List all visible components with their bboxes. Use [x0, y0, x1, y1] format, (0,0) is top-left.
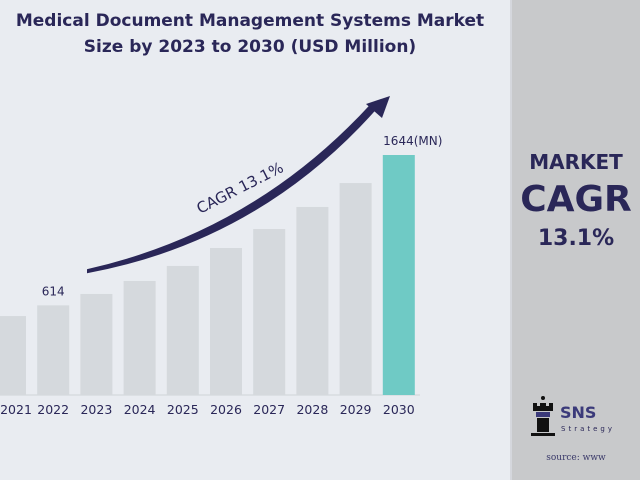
bar-chart: 2021 2022 614 2023 2024 2025 2026 2027 2028 2029 2…: [0, 96, 442, 417]
x-tick-2030: 2030: [383, 402, 415, 417]
data-label-2030: 1644(MN): [383, 134, 442, 148]
cagr-arrowhead-icon: [366, 96, 390, 118]
x-tick-2026: 2026: [210, 402, 242, 417]
bar-2022: [37, 305, 70, 395]
bar-2023: [80, 293, 113, 395]
x-tick-2028: 2028: [296, 402, 328, 417]
rook-logo-icon: [531, 396, 555, 436]
bar-2024: [123, 280, 156, 395]
brand-subtitle: Strategy: [561, 425, 615, 433]
x-tick-2025: 2025: [167, 402, 199, 417]
bar-2026: [210, 247, 242, 395]
chart-title: Medical Document Management Systems Mark…: [15, 11, 485, 57]
brand-name: SNS: [560, 403, 597, 422]
bar-2021: [0, 316, 26, 395]
bar-2027: [253, 229, 286, 395]
x-tick-2024: 2024: [124, 402, 156, 417]
source-text: source: www: [546, 453, 606, 463]
bar-2030: [382, 155, 415, 395]
market-label: MARKET: [529, 150, 623, 174]
data-label-2022: 614: [42, 284, 65, 298]
x-tick-2022: 2022: [37, 402, 69, 417]
bar-2029: [339, 183, 372, 395]
cagr-label: CAGR: [520, 179, 632, 220]
x-tick-2023: 2023: [80, 402, 112, 417]
x-tick-2029: 2029: [340, 402, 372, 417]
cagr-annotation: CAGR 13.1%: [194, 158, 287, 217]
side-panel: MARKET CAGR 13.1% SNS Strategy source: w…: [510, 0, 640, 480]
cagr-value: 13.1%: [537, 226, 615, 251]
bar-2025: [166, 265, 199, 395]
bar-2028: [296, 206, 329, 395]
x-tick-2021: 2021: [0, 402, 32, 417]
x-tick-2027: 2027: [253, 402, 285, 417]
